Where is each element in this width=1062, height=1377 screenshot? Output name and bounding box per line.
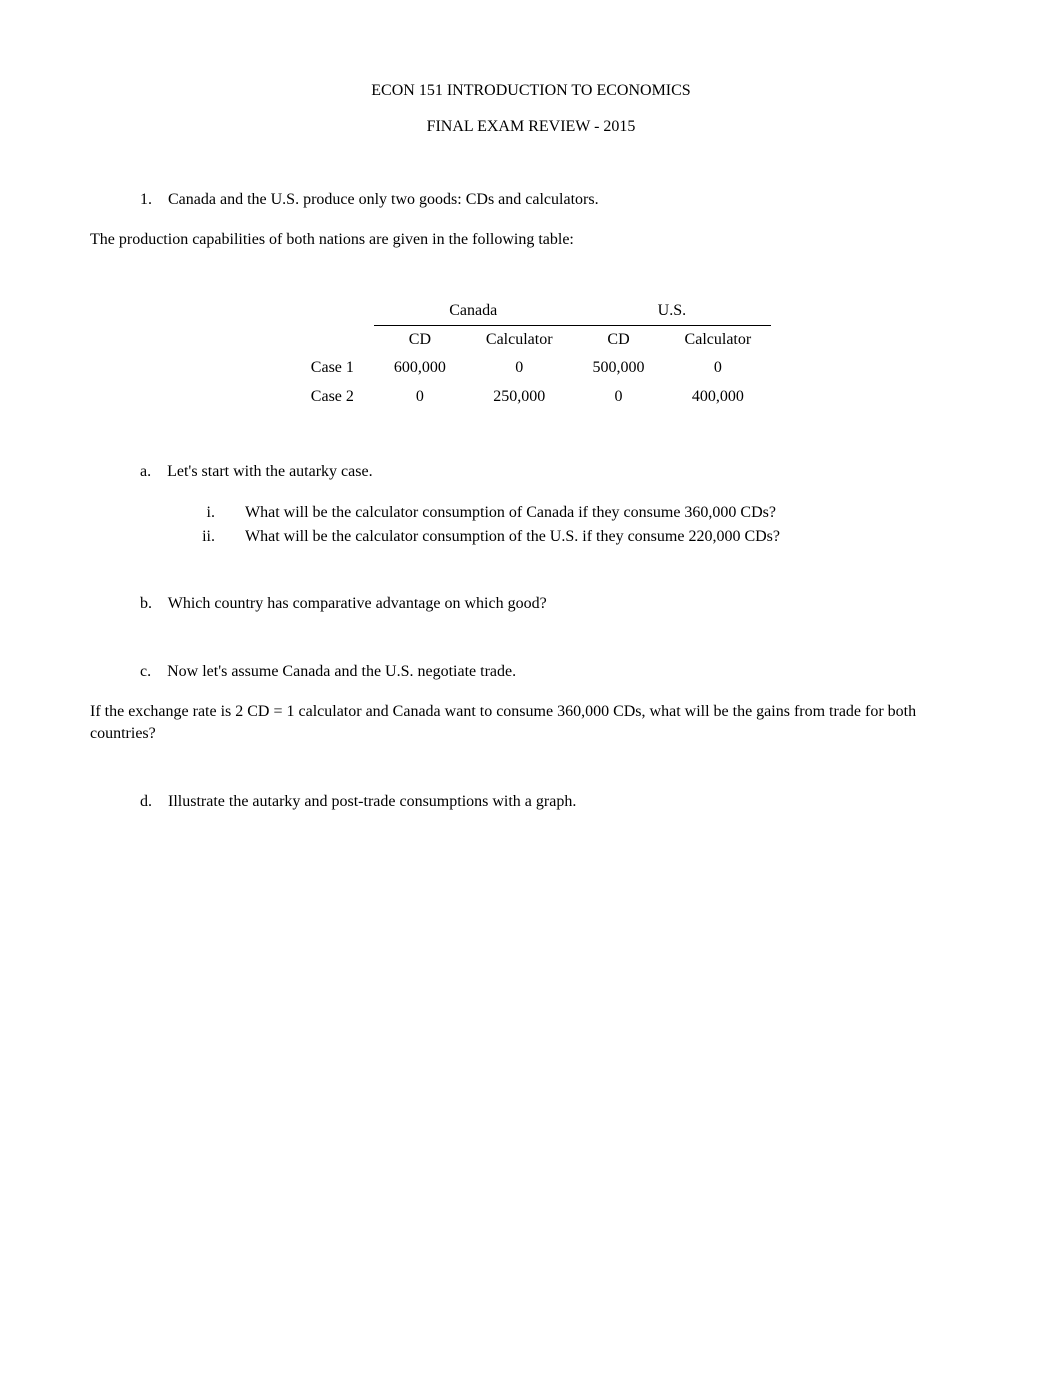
table-row-label: Case 1 <box>291 354 374 382</box>
q1-text: Canada and the U.S. produce only two goo… <box>168 191 599 208</box>
part-a-sub-i: i. What will be the calculator consumpti… <box>165 502 972 524</box>
table-subheader: Calculator <box>466 325 573 354</box>
part-b-label: b. <box>140 595 152 612</box>
table-cell: 0 <box>374 383 466 411</box>
roman-text-i: What will be the calculator consumption … <box>245 502 776 524</box>
table-cell: 600,000 <box>374 354 466 382</box>
part-c-label: c. <box>140 663 151 680</box>
production-table: Canada U.S. CD Calculator CD Calculator … <box>291 297 771 412</box>
table-blank-header <box>291 297 374 326</box>
part-b: b. Which country has comparative advanta… <box>140 593 972 615</box>
table-subheader: CD <box>573 325 665 354</box>
table-row-label: Case 2 <box>291 383 374 411</box>
part-c-followup: If the exchange rate is 2 CD = 1 calcula… <box>90 701 972 746</box>
q1-intro: The production capabilities of both nati… <box>90 229 972 251</box>
part-d: d. Illustrate the autarky and post-trade… <box>140 791 972 813</box>
roman-label-ii: ii. <box>165 526 245 548</box>
part-a-label: a. <box>140 463 151 480</box>
table-country-row: Canada U.S. <box>291 297 771 326</box>
part-a-text: Let's start with the autarky case. <box>167 463 372 480</box>
part-a-sublist: i. What will be the calculator consumpti… <box>165 502 972 549</box>
part-a: a. Let's start with the autarky case. <box>140 461 972 483</box>
table-country-header: U.S. <box>573 297 772 326</box>
part-c: c. Now let's assume Canada and the U.S. … <box>140 661 972 683</box>
question-1: 1. Canada and the U.S. produce only two … <box>140 189 972 211</box>
table-row: Case 1 600,000 0 500,000 0 <box>291 354 771 382</box>
table-row: Case 2 0 250,000 0 400,000 <box>291 383 771 411</box>
part-d-text: Illustrate the autarky and post-trade co… <box>168 793 576 810</box>
part-a-sub-ii: ii. What will be the calculator consumpt… <box>165 526 972 548</box>
table-subheader-row: CD Calculator CD Calculator <box>291 325 771 354</box>
table-cell: 250,000 <box>466 383 573 411</box>
doc-title: ECON 151 INTRODUCTION TO ECONOMICS <box>90 80 972 102</box>
table-cell: 0 <box>573 383 665 411</box>
part-c-text: Now let's assume Canada and the U.S. neg… <box>167 663 516 680</box>
roman-text-ii: What will be the calculator consumption … <box>245 526 780 548</box>
table-cell: 400,000 <box>665 383 772 411</box>
table-blank-subheader <box>291 325 374 354</box>
table-subheader: Calculator <box>665 325 772 354</box>
doc-subtitle: FINAL EXAM REVIEW - 2015 <box>90 116 972 138</box>
table-cell: 0 <box>466 354 573 382</box>
table-subheader: CD <box>374 325 466 354</box>
part-d-label: d. <box>140 793 152 810</box>
table-cell: 0 <box>665 354 772 382</box>
part-b-text: Which country has comparative advantage … <box>168 595 547 612</box>
table-country-header: Canada <box>374 297 573 326</box>
table-cell: 500,000 <box>573 354 665 382</box>
q1-number: 1. <box>140 191 152 208</box>
roman-label-i: i. <box>165 502 245 524</box>
